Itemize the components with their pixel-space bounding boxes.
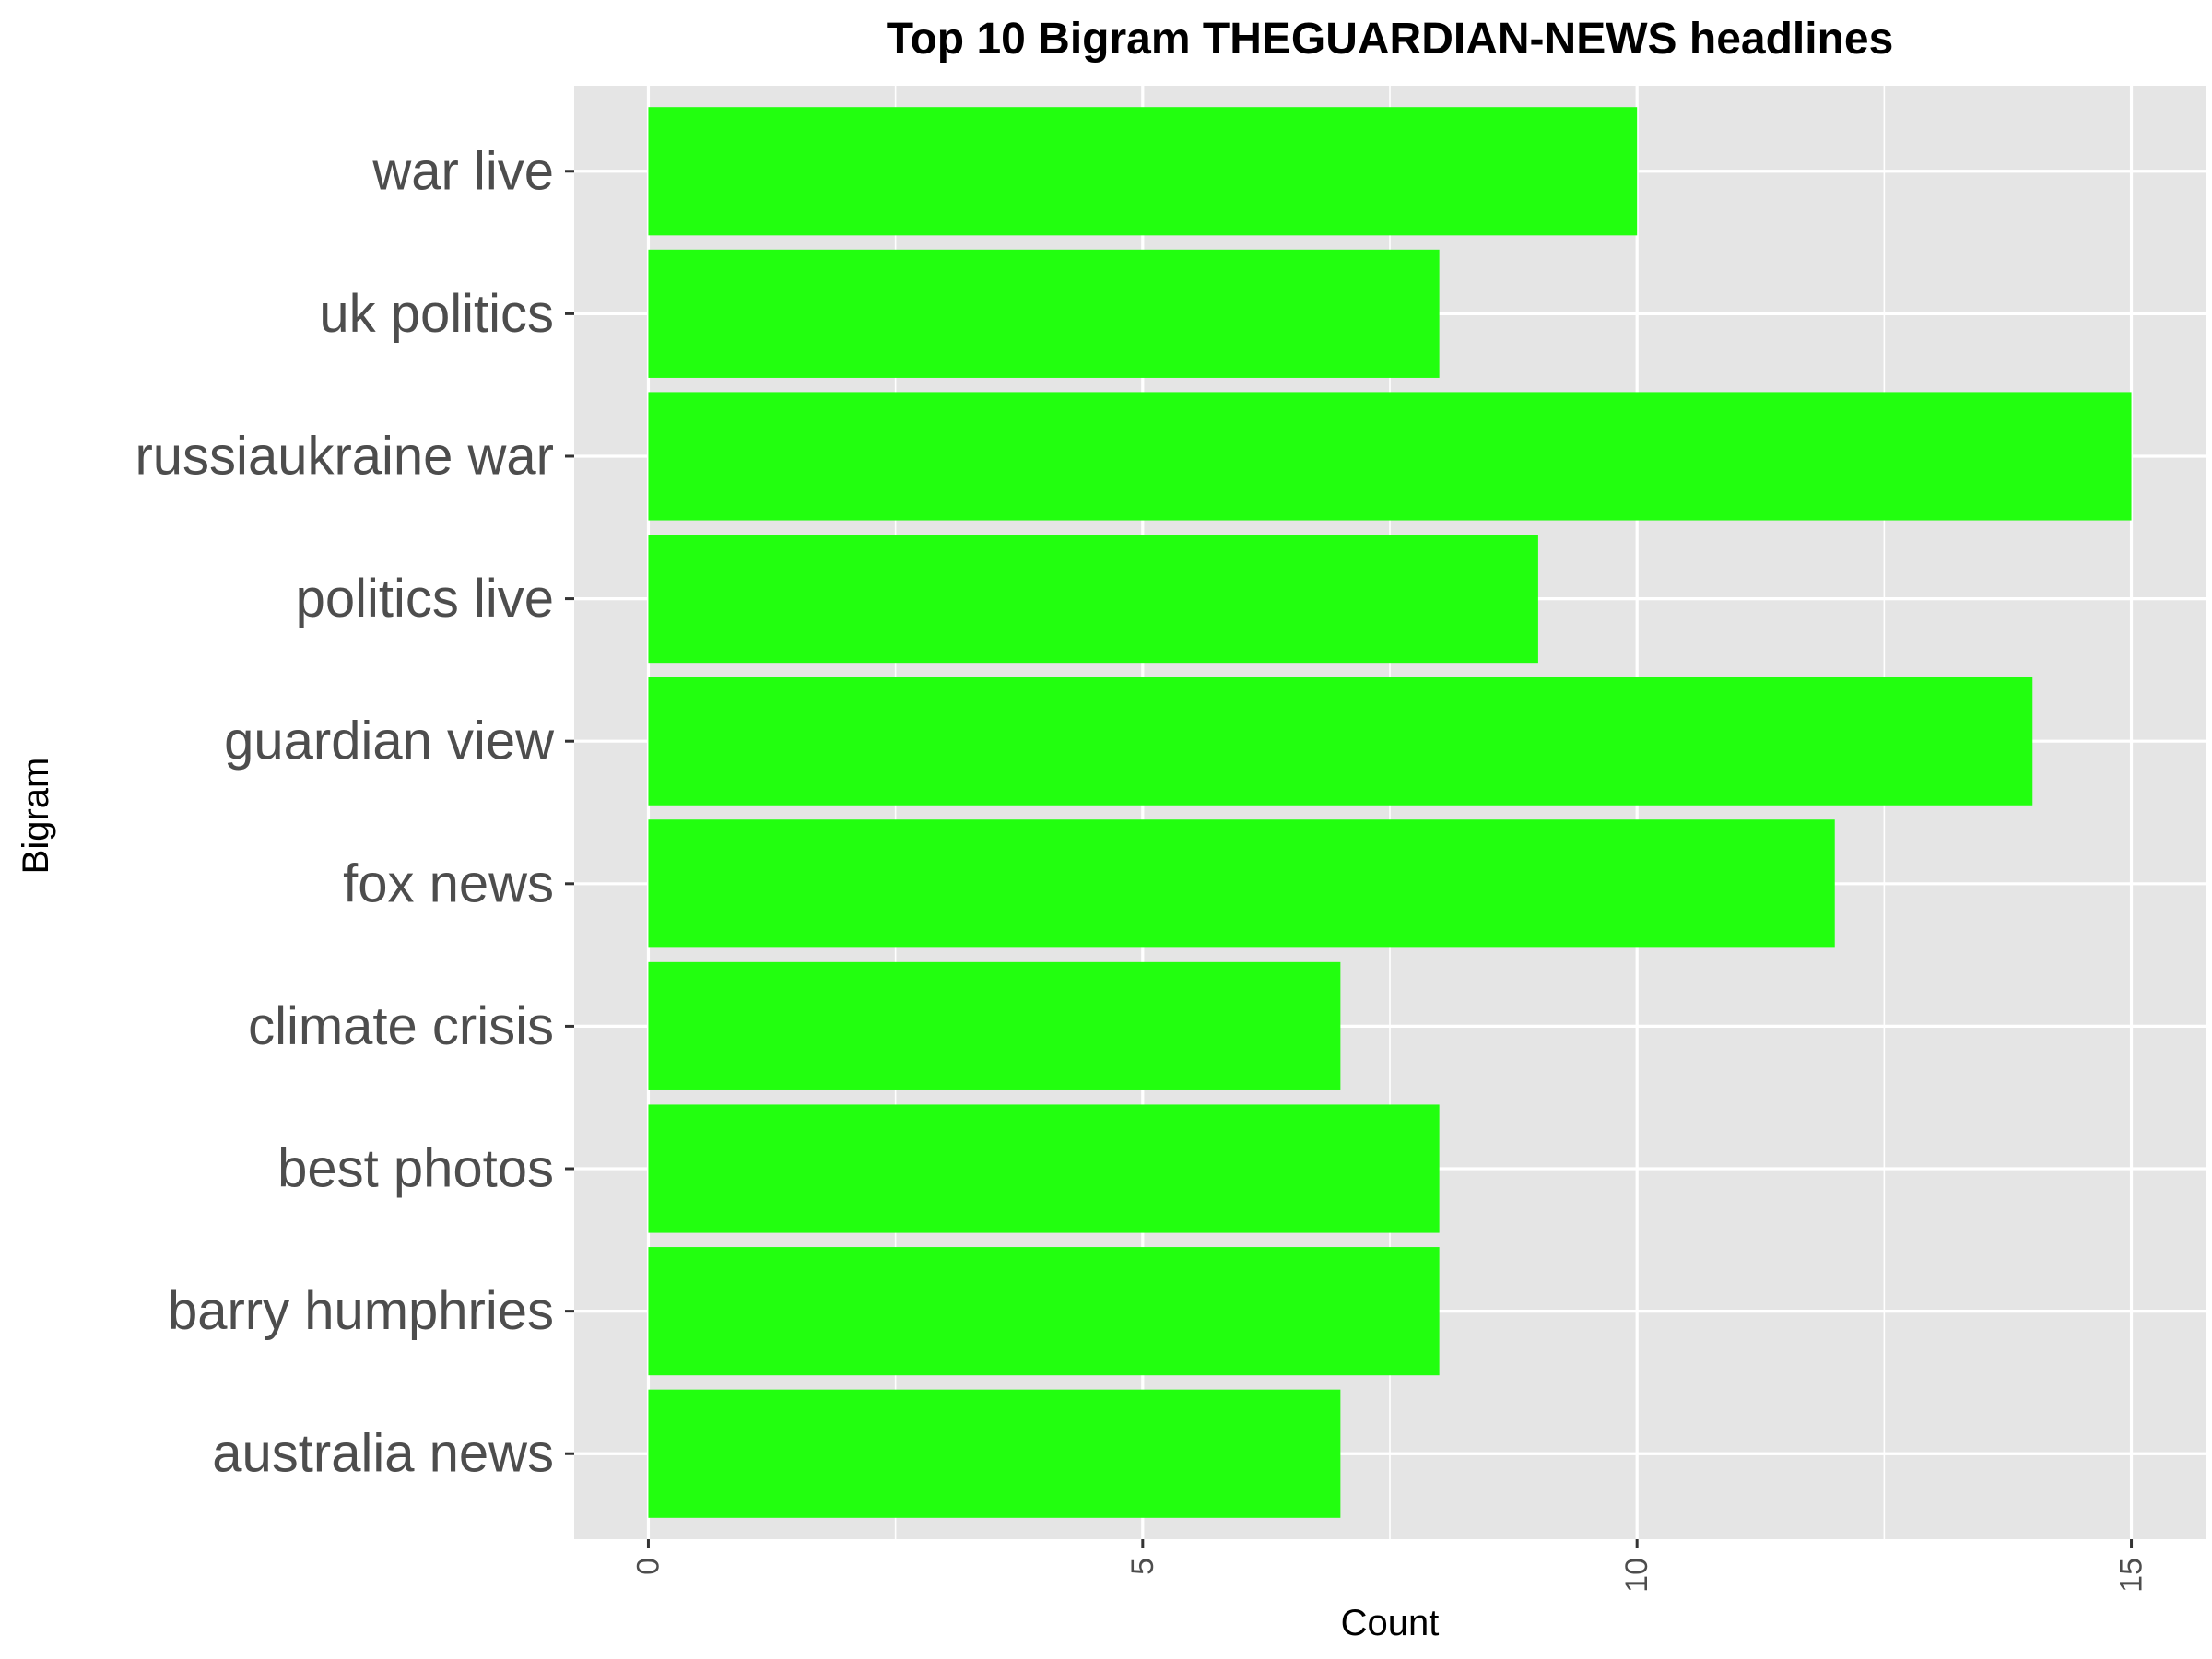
y-tick-label: barry humphries [168, 1281, 554, 1341]
bar [648, 249, 1440, 378]
bar [648, 677, 2033, 806]
bar [648, 392, 2132, 521]
y-tick-label: fox news [343, 853, 554, 913]
y-tick-label: politics live [296, 569, 554, 629]
y-tick-label: russiaukraine war [135, 426, 554, 486]
bar [648, 107, 1638, 236]
bar [648, 1104, 1440, 1233]
bar [648, 819, 1835, 948]
y-tick-label: australia news [212, 1424, 554, 1484]
x-tick-label: 0 [630, 1558, 665, 1575]
y-axis: australia news barry humphries best photos… [135, 141, 574, 1484]
x-axis-title: Count [1341, 1603, 1440, 1643]
x-tick-label: 15 [2114, 1558, 2149, 1593]
x-axis: 0 5 10 15 [630, 1539, 2149, 1593]
y-tick-label: war live [371, 141, 554, 201]
chart-title: Top 10 Bigram THEGUARDIAN-NEWS headlines [887, 15, 1894, 64]
bar [648, 1389, 1341, 1518]
bar [648, 1247, 1440, 1376]
y-axis-title: Bigram [16, 758, 56, 875]
bar [648, 961, 1341, 1090]
x-tick-label: 10 [1619, 1558, 1654, 1593]
y-tick-label: climate crisis [248, 996, 554, 1056]
bars [648, 107, 2132, 1518]
bar [648, 535, 1538, 664]
y-tick-label: best photos [277, 1139, 554, 1199]
y-tick-label: uk politics [319, 284, 554, 344]
x-tick-label: 5 [1125, 1558, 1160, 1575]
y-tick-label: guardian view [224, 712, 555, 771]
